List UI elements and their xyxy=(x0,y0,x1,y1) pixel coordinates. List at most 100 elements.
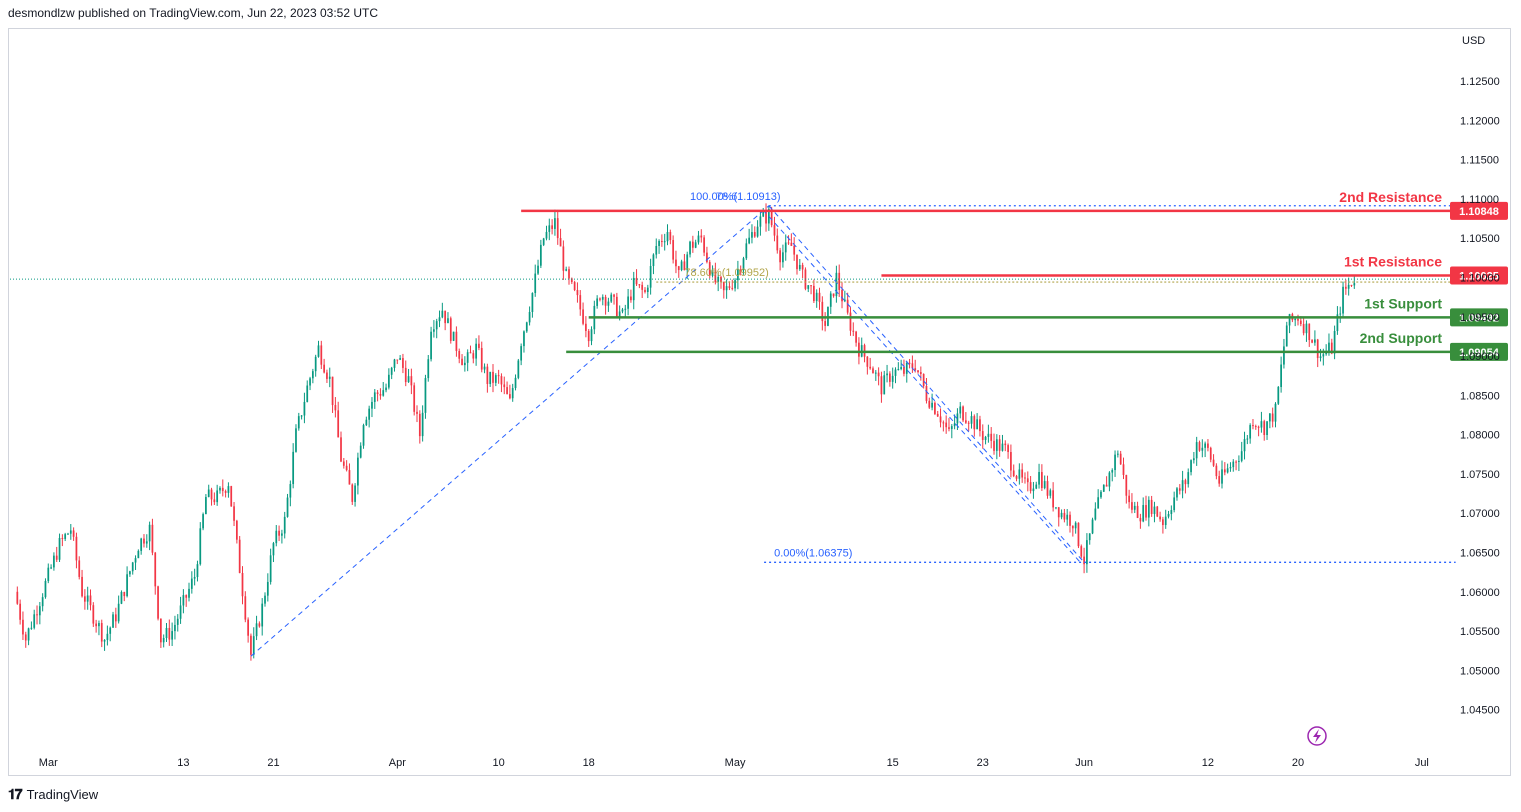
candle-body xyxy=(47,567,50,581)
candle-body xyxy=(416,411,418,414)
candle-body xyxy=(27,628,30,641)
candle-body xyxy=(534,273,537,294)
candle-body xyxy=(922,373,925,386)
candle-body xyxy=(154,552,157,587)
candle-body xyxy=(145,541,148,544)
candle-body xyxy=(472,353,475,359)
candle-body xyxy=(1100,491,1102,498)
candle-body xyxy=(64,534,67,539)
candle-body xyxy=(554,218,556,229)
candle-body xyxy=(1052,490,1054,508)
candle-body xyxy=(219,487,221,491)
candle-body xyxy=(489,371,492,384)
candle-body xyxy=(16,591,19,604)
candle-body xyxy=(1319,356,1322,359)
candle-body xyxy=(1274,403,1277,422)
candle-body xyxy=(596,298,599,306)
candle-body xyxy=(1156,506,1159,517)
candle-body xyxy=(539,244,542,266)
candle-body xyxy=(1176,488,1178,498)
candle-body xyxy=(1299,320,1302,325)
candle-body xyxy=(503,384,506,388)
candle-body xyxy=(877,372,880,377)
y-tick-label: 1.05000 xyxy=(1460,665,1500,677)
candle-body xyxy=(407,376,410,383)
candle-body xyxy=(309,378,311,386)
candle-body xyxy=(509,394,511,399)
candle-body xyxy=(610,294,613,302)
candle-body xyxy=(1139,517,1142,522)
candle-body xyxy=(523,331,525,347)
y-tick-label: 1.12000 xyxy=(1460,115,1500,127)
price-badge xyxy=(1450,342,1508,361)
candle-body xyxy=(931,402,933,408)
candle-body xyxy=(858,342,860,357)
x-tick-label: Jun xyxy=(1075,757,1093,769)
candle-body xyxy=(494,375,497,383)
candle-body xyxy=(1333,331,1336,354)
candle-body xyxy=(348,470,351,485)
candle-body xyxy=(748,237,751,244)
candle-body xyxy=(855,331,857,343)
x-tick-label: 20 xyxy=(1292,757,1304,769)
candle-body xyxy=(835,272,838,297)
chart-frame[interactable] xyxy=(8,28,1511,776)
candle-body xyxy=(1043,481,1046,489)
candle-body xyxy=(720,276,722,283)
candle-body xyxy=(897,369,900,371)
candle-body xyxy=(1012,470,1015,477)
candle-body xyxy=(252,636,255,655)
candle-body xyxy=(1190,460,1192,473)
candle-body xyxy=(1119,453,1122,465)
candle-body xyxy=(784,242,787,253)
price-badge-label: 1.09492 xyxy=(1459,312,1499,324)
candle-body xyxy=(630,296,632,301)
candle-body xyxy=(607,301,610,306)
candle-body xyxy=(793,245,796,255)
candle-body xyxy=(461,358,463,366)
candle-body xyxy=(1316,339,1319,359)
candle-body xyxy=(1004,443,1007,446)
y-tick-label: 1.10500 xyxy=(1460,233,1500,245)
candle-body xyxy=(371,401,373,409)
candle-body xyxy=(44,580,47,598)
candle-body xyxy=(30,627,33,629)
candle-body xyxy=(556,218,559,239)
candle-body xyxy=(1086,540,1088,565)
candle-body xyxy=(433,329,435,332)
candle-body xyxy=(340,437,342,462)
candle-body xyxy=(1091,519,1094,534)
uptrend-line xyxy=(250,205,770,657)
candle-body xyxy=(1209,447,1212,460)
y-tick-label: 1.05500 xyxy=(1460,626,1500,638)
candle-body xyxy=(1122,464,1125,475)
candle-body xyxy=(334,405,337,411)
candle-body xyxy=(1249,425,1252,439)
candle-body xyxy=(368,408,371,420)
candle-body xyxy=(1302,324,1305,334)
candle-body xyxy=(1001,443,1004,451)
candle-body xyxy=(100,623,103,642)
y-tick-label: 1.06500 xyxy=(1460,548,1500,560)
candle-body xyxy=(67,533,69,535)
candle-body xyxy=(106,633,109,640)
candle-body xyxy=(148,524,151,542)
level-name-label: 1st Support xyxy=(1364,295,1442,311)
candle-body xyxy=(964,420,967,423)
candle-body xyxy=(221,487,224,492)
candle-body xyxy=(190,578,193,589)
candle-body xyxy=(939,416,942,423)
candle-body xyxy=(131,562,134,572)
candle-body xyxy=(773,225,776,236)
candle-body xyxy=(874,372,877,374)
candle-body xyxy=(925,385,928,401)
candle-body xyxy=(385,387,387,391)
candle-body xyxy=(1181,480,1184,491)
candle-body xyxy=(1021,469,1024,478)
x-tick-label: 23 xyxy=(977,757,989,769)
candle-body xyxy=(765,212,767,224)
overlays-layer: 100.00%(1.10913)78.6 78.60%(1.09952) 0.00%… xyxy=(10,189,1508,746)
candle-body xyxy=(235,520,238,540)
candle-body xyxy=(787,242,790,244)
